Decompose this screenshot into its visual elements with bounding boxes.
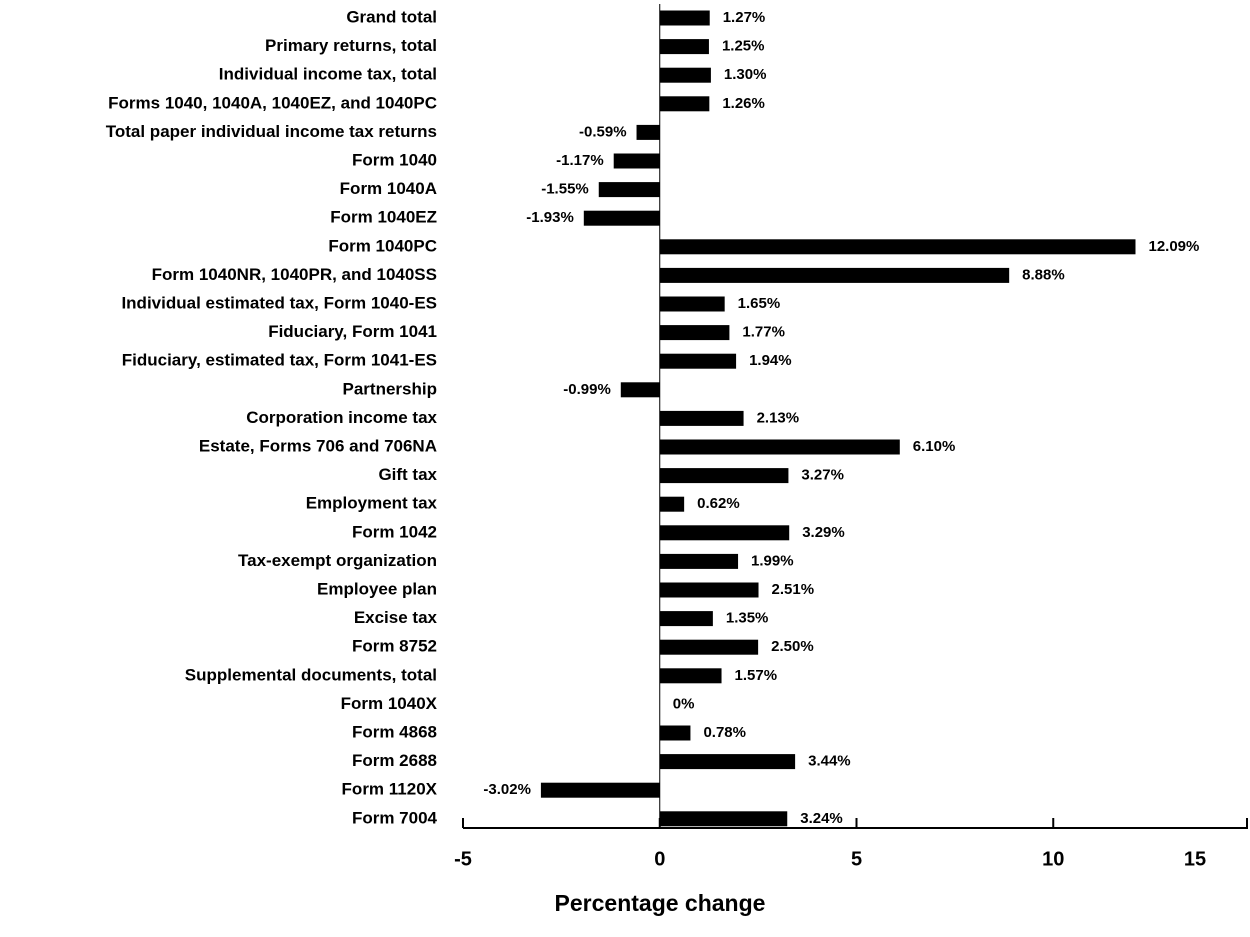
bar xyxy=(659,553,739,569)
bar xyxy=(659,10,710,26)
bar xyxy=(659,525,790,541)
value-label: 3.27% xyxy=(801,467,844,484)
value-label: 3.24% xyxy=(800,810,843,827)
bar xyxy=(659,410,744,426)
category-label: Grand total xyxy=(346,7,437,26)
bar xyxy=(659,67,711,83)
value-label: 6.10% xyxy=(913,438,956,455)
category-label: Form 1040X xyxy=(341,694,438,713)
category-label: Supplemental documents, total xyxy=(185,665,437,684)
value-label: 0.78% xyxy=(703,724,746,741)
value-label: 1.94% xyxy=(749,352,792,369)
category-label: Form 1042 xyxy=(352,522,437,541)
value-label: 2.13% xyxy=(757,409,800,426)
bar xyxy=(659,668,722,684)
category-label: Employee plan xyxy=(317,579,437,598)
x-tick-label: 10 xyxy=(1042,848,1064,870)
category-label: Form 1040PC xyxy=(328,236,437,255)
bar xyxy=(659,325,730,341)
bar xyxy=(659,811,788,827)
category-label: Form 1040EZ xyxy=(330,208,437,227)
category-label: Estate, Forms 706 and 706NA xyxy=(199,436,437,455)
value-label: -3.02% xyxy=(483,781,531,798)
bar xyxy=(659,496,685,512)
category-label: Forms 1040, 1040A, 1040EZ, and 1040PC xyxy=(108,93,437,112)
bar xyxy=(659,39,709,55)
value-label: 1.35% xyxy=(726,610,769,627)
bar xyxy=(540,782,660,798)
bar xyxy=(659,267,1010,283)
value-label: 1.77% xyxy=(742,324,785,341)
value-label: -1.93% xyxy=(526,209,574,226)
category-label: Excise tax xyxy=(354,608,438,627)
x-tick-label: 5 xyxy=(851,848,862,870)
category-label: Individual estimated tax, Form 1040-ES xyxy=(121,293,437,312)
bar xyxy=(659,96,710,112)
category-label: Form 1040A xyxy=(340,179,437,198)
category-label: Gift tax xyxy=(378,465,437,484)
bar xyxy=(636,124,660,140)
bar xyxy=(659,611,713,627)
value-label: 3.44% xyxy=(808,753,851,770)
category-label: Employment tax xyxy=(306,494,438,513)
bar xyxy=(659,353,737,369)
value-label: 8.88% xyxy=(1022,266,1065,283)
category-label: Form 1040NR, 1040PR, and 1040SS xyxy=(152,265,437,284)
bar xyxy=(659,582,759,598)
bar xyxy=(598,182,660,198)
category-label: Form 2688 xyxy=(352,751,437,770)
value-label: -0.99% xyxy=(563,381,611,398)
value-label: 1.65% xyxy=(738,295,781,312)
value-label: 1.26% xyxy=(722,95,765,112)
category-label: Form 8752 xyxy=(352,637,437,656)
x-tick-label: -5 xyxy=(454,848,472,870)
value-label: 2.51% xyxy=(772,581,815,598)
value-label: 12.09% xyxy=(1148,238,1199,255)
x-tick-label: 15 xyxy=(1184,848,1206,870)
category-label: Tax-exempt organization xyxy=(238,551,437,570)
value-label: 3.29% xyxy=(802,524,845,541)
bar xyxy=(620,382,660,398)
category-label: Form 4868 xyxy=(352,722,437,741)
x-axis-label: Percentage change xyxy=(555,890,766,916)
value-label: 2.50% xyxy=(771,638,814,655)
value-label: 1.27% xyxy=(723,9,766,26)
bar xyxy=(659,239,1136,255)
category-label: Fiduciary, Form 1041 xyxy=(268,322,437,341)
bar xyxy=(659,725,691,741)
category-label: Corporation income tax xyxy=(246,408,437,427)
category-label: Form 7004 xyxy=(352,808,438,827)
value-label: -0.59% xyxy=(579,123,627,140)
category-label: Partnership xyxy=(343,379,437,398)
bar xyxy=(659,754,796,770)
bar xyxy=(659,468,789,484)
category-label: Fiduciary, estimated tax, Form 1041-ES xyxy=(122,351,437,370)
value-label: -1.55% xyxy=(541,181,589,198)
bar xyxy=(613,153,660,169)
bar xyxy=(659,439,900,455)
value-label: 1.25% xyxy=(722,38,765,55)
x-tick-label: 0 xyxy=(654,848,665,870)
bar xyxy=(659,296,725,312)
value-label: 0% xyxy=(673,695,695,712)
category-label: Primary returns, total xyxy=(265,36,437,55)
value-label: 1.99% xyxy=(751,552,794,569)
category-label: Form 1040 xyxy=(352,150,437,169)
category-label: Form 1120X xyxy=(342,780,438,799)
category-label: Individual income tax, total xyxy=(219,65,437,84)
value-label: 0.62% xyxy=(697,495,740,512)
bar xyxy=(583,210,660,226)
value-label: -1.17% xyxy=(556,152,604,169)
category-label: Total paper individual income tax return… xyxy=(106,122,437,141)
value-label: 1.30% xyxy=(724,66,767,83)
bar xyxy=(659,639,759,655)
value-label: 1.57% xyxy=(735,667,778,684)
